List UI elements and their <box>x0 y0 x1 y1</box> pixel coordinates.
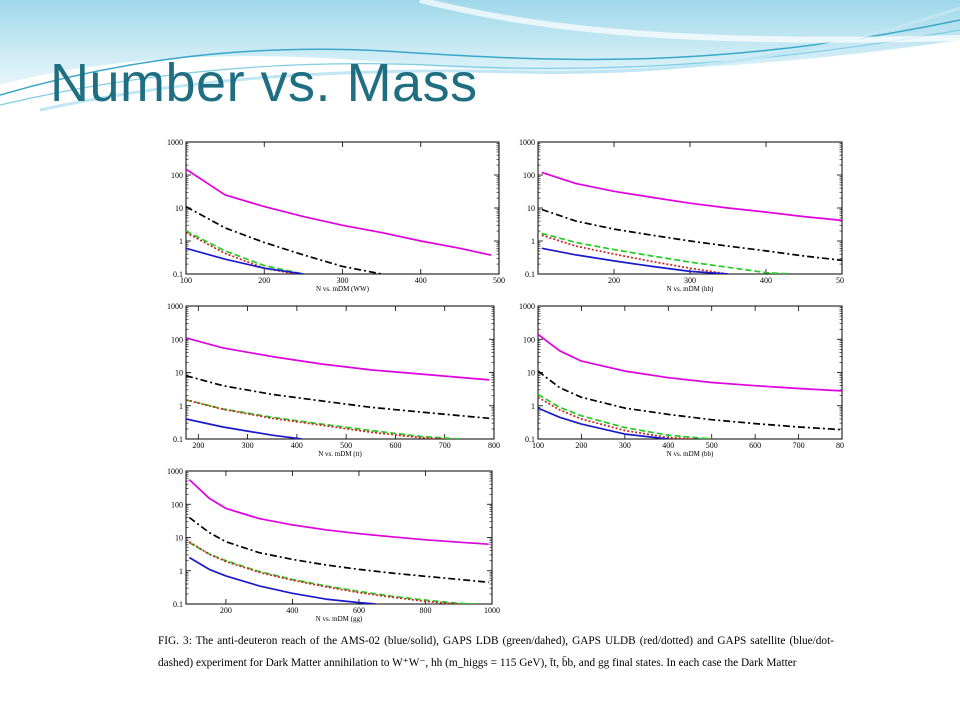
y-tick-label: 0.1 <box>173 270 183 279</box>
series-line <box>188 540 459 604</box>
y-tick-label: 10 <box>175 534 183 543</box>
y-tick-label: 1000 <box>519 302 535 311</box>
x-tick-label: 1000 <box>484 606 500 615</box>
series-line <box>538 407 669 439</box>
series-line <box>186 205 382 274</box>
series-line <box>541 247 729 274</box>
x-tick-label: 200 <box>608 276 620 285</box>
y-tick-label: 0.1 <box>525 270 535 279</box>
x-tick-label: 100 <box>180 276 192 285</box>
y-tick-label: 100 <box>523 335 535 344</box>
y-tick-label: 0.1 <box>173 435 183 444</box>
x-tick-label: 800 <box>488 441 500 450</box>
slide-header-decoration <box>0 0 960 112</box>
x-tick-label: 600 <box>389 441 401 450</box>
x-tick-label: 800 <box>419 606 431 615</box>
x-tick-label: 800 <box>836 441 844 450</box>
y-tick-label: 10 <box>175 204 183 213</box>
y-tick-label: 1 <box>179 567 183 576</box>
series-line <box>541 234 729 274</box>
y-tick-label: 100 <box>171 335 183 344</box>
plots-svg: 0.1 1 10 100 1000 100 200 300 400 500 N vs. mDM (W… <box>167 138 844 623</box>
series-line <box>186 418 302 439</box>
series-line <box>538 333 842 392</box>
y-tick-label: 100 <box>523 171 535 180</box>
x-tick-label: 300 <box>337 276 349 285</box>
y-tick-label: 0.1 <box>525 435 535 444</box>
y-tick-label: 10 <box>527 369 535 378</box>
series-line <box>186 168 492 257</box>
x-tick-label: 300 <box>242 441 254 450</box>
y-tick-label: 100 <box>171 171 183 180</box>
y-tick-label: 1000 <box>167 138 183 147</box>
figure-caption: FIG. 3: The anti-deuteron reach of the A… <box>158 635 834 669</box>
y-tick-label: 0.1 <box>173 600 183 609</box>
x-tick-label: 500 <box>493 276 505 285</box>
x-tick-label: 700 <box>439 441 451 450</box>
y-tick-label: 10 <box>527 204 535 213</box>
series-line <box>538 370 842 431</box>
x-tick-label: 400 <box>415 276 427 285</box>
panel-frame <box>537 305 843 440</box>
panel-frame <box>185 470 493 605</box>
x-tick-label: 700 <box>793 441 805 450</box>
series-line <box>186 230 304 274</box>
series-line <box>541 208 842 262</box>
y-tick-label: 1 <box>531 402 535 411</box>
x-tick-label: 200 <box>258 276 270 285</box>
y-tick-label: 1 <box>531 237 535 246</box>
x-tick-label: 100 <box>532 441 544 450</box>
series-line <box>186 399 460 439</box>
x-tick-label: 500 <box>706 441 718 450</box>
x-tick-label: 200 <box>192 441 204 450</box>
panel-4: 0.1 1 10 100 1000 100 200 300 400 500 600 700 800 N v… <box>519 302 844 458</box>
x-axis-label: N vs. mDM (hh) <box>667 285 714 293</box>
x-axis-label: N vs. mDM (gg) <box>316 615 363 623</box>
series-line <box>188 541 476 604</box>
series-line <box>186 399 445 439</box>
panel-3: 0.1 1 10 100 1000 200 300 400 500 600 700 800 N vs. … <box>167 302 500 458</box>
y-tick-label: 100 <box>171 500 183 509</box>
x-tick-label: 400 <box>291 441 303 450</box>
series-line <box>541 171 842 222</box>
panel-5: 0.1 1 10 100 1000 200 400 600 800 1000 N vs. mDM (… <box>167 467 500 623</box>
series-line <box>188 478 489 546</box>
series-line <box>186 247 304 274</box>
x-tick-label: 400 <box>760 276 772 285</box>
figure: 0.1 1 10 100 1000 100 200 300 400 500 N vs. mDM (W… <box>152 130 844 705</box>
series-line <box>188 516 489 584</box>
x-axis-label: N vs. mDM (tt) <box>318 450 362 458</box>
series-line <box>188 556 376 604</box>
panel-frame <box>185 141 500 275</box>
x-axis-label: N vs. mDM (bb) <box>667 450 714 458</box>
series-line <box>186 231 296 274</box>
series-line <box>541 232 789 274</box>
series-line <box>186 374 490 420</box>
x-tick-label: 200 <box>220 606 232 615</box>
panel-1: 0.1 1 10 100 1000 100 200 300 400 500 N vs. mDM (W… <box>167 138 505 293</box>
series-line <box>538 393 712 439</box>
panel-frame <box>185 305 495 440</box>
x-tick-label: 400 <box>286 606 298 615</box>
x-tick-label: 400 <box>662 441 674 450</box>
x-tick-label: 600 <box>749 441 761 450</box>
y-tick-label: 1 <box>179 402 183 411</box>
y-tick-label: 1000 <box>519 138 535 147</box>
slide-title: Number vs. Mass <box>50 53 478 113</box>
x-tick-label: 300 <box>684 276 696 285</box>
y-tick-label: 1000 <box>167 467 183 476</box>
series-line <box>538 396 695 439</box>
x-tick-label: 500 <box>340 441 352 450</box>
y-tick-label: 1000 <box>167 302 183 311</box>
x-tick-label: 200 <box>575 441 587 450</box>
series-line <box>186 337 490 381</box>
panel-2: 0.1 1 10 100 1000 200 300 400 500 N vs. mDM (hh) <box>519 138 844 293</box>
y-tick-label: 10 <box>175 369 183 378</box>
y-tick-label: 1 <box>179 237 183 246</box>
x-tick-label: 500 <box>836 276 844 285</box>
x-tick-label: 600 <box>353 606 365 615</box>
x-axis-label: N vs. mDM (WW) <box>316 285 370 293</box>
x-tick-label: 300 <box>619 441 631 450</box>
